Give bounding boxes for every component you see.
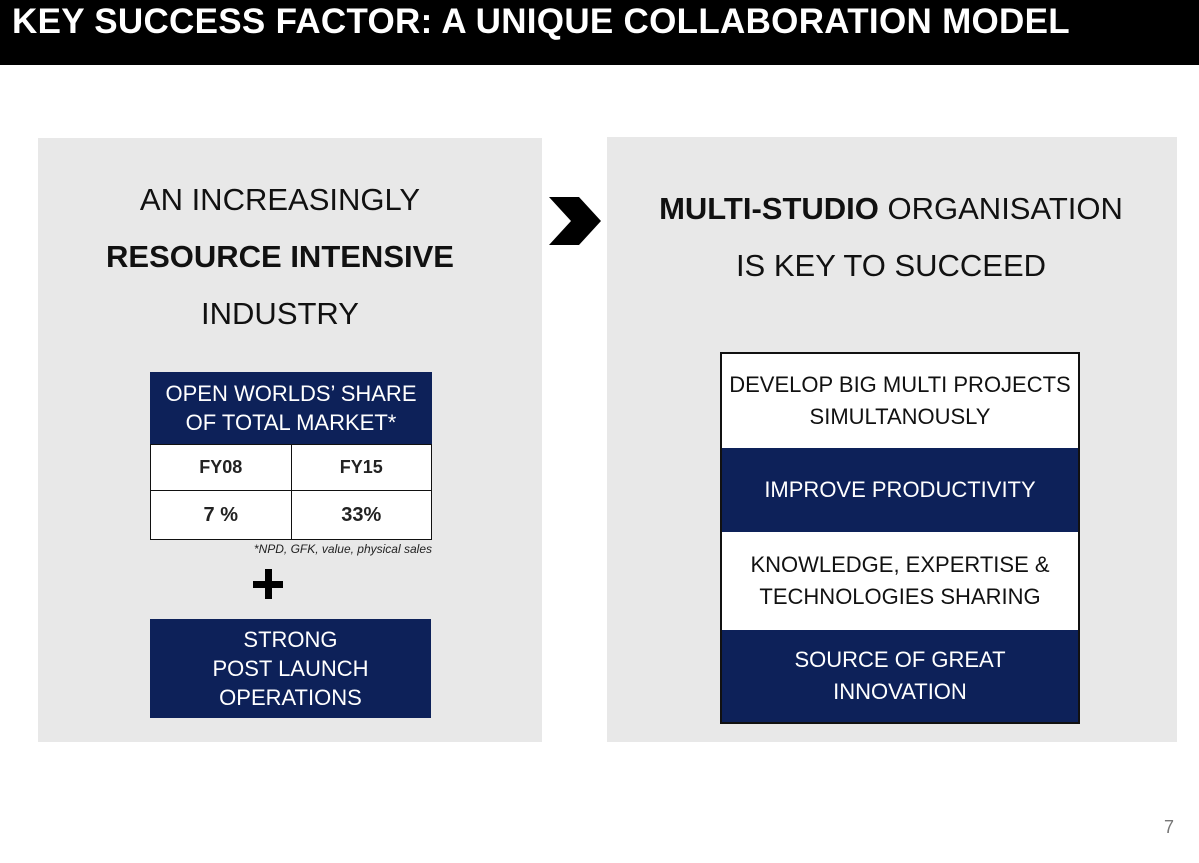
plus-icon: [250, 566, 288, 604]
column-header-fy08: FY08: [150, 444, 292, 491]
table-header-row: FY08 FY15: [150, 444, 432, 491]
benefits-list: DEVELOP BIG MULTI PROJECTS SIMULTANOUSLY…: [720, 352, 1080, 724]
slide-title: KEY SUCCESS FACTOR: A UNIQUE COLLABORATI…: [12, 2, 1070, 41]
left-panel: AN INCREASINGLY RESOURCE INTENSIVE INDUS…: [38, 138, 542, 742]
value-fy08: 7 %: [150, 490, 292, 540]
value-fy15: 33%: [290, 490, 432, 540]
right-heading-line1: MULTI-STUDIO ORGANISATION: [607, 180, 1175, 237]
table-row: 7 % 33%: [150, 490, 432, 540]
left-heading-line2: RESOURCE INTENSIVE: [106, 239, 454, 274]
right-heading-bold: MULTI-STUDIO: [659, 191, 879, 226]
title-bar: KEY SUCCESS FACTOR: A UNIQUE COLLABORATI…: [0, 0, 1199, 65]
list-item-line1: DEVELOP BIG MULTI PROJECTS: [729, 372, 1071, 397]
chevron-right-icon: [549, 197, 601, 245]
list-item-line1: IMPROVE PRODUCTIVITY: [764, 477, 1036, 502]
list-item-line1: SOURCE OF GREAT: [794, 647, 1006, 672]
right-panel: MULTI-STUDIO ORGANISATION IS KEY TO SUCC…: [607, 137, 1177, 742]
list-item-line2: SIMULTANOUSLY: [809, 404, 991, 429]
left-heading-line3: INDUSTRY: [201, 296, 359, 331]
right-heading-rest: ORGANISATION: [878, 191, 1123, 226]
list-item-line2: INNOVATION: [833, 679, 967, 704]
footnote: *NPD, GFK, value, physical sales: [253, 542, 432, 556]
market-share-header-line2: OF TOTAL MARKET*: [185, 410, 397, 435]
page-number: 7: [1163, 817, 1174, 837]
market-share-header: OPEN WORLDS’ SHARE OF TOTAL MARKET*: [150, 372, 432, 444]
strong-box-line2: POST LAUNCH: [212, 656, 369, 681]
left-heading-line1: AN INCREASINGLY: [139, 182, 421, 217]
list-item-line1: KNOWLEDGE, EXPERTISE &: [750, 552, 1050, 577]
list-item-line2: TECHNOLOGIES SHARING: [759, 584, 1041, 609]
list-item: DEVELOP BIG MULTI PROJECTS SIMULTANOUSLY: [722, 354, 1078, 448]
strong-box-line1: STRONG: [243, 627, 338, 652]
right-heading-line2: IS KEY TO SUCCEED: [735, 248, 1047, 283]
post-launch-operations-box: STRONG POST LAUNCH OPERATIONS: [150, 619, 431, 718]
strong-box-line3: OPERATIONS: [219, 685, 362, 710]
market-share-table: OPEN WORLDS’ SHARE OF TOTAL MARKET* FY08…: [150, 372, 432, 540]
list-item: IMPROVE PRODUCTIVITY: [722, 448, 1078, 532]
column-header-fy15: FY15: [290, 444, 432, 491]
list-item: SOURCE OF GREAT INNOVATION: [722, 630, 1078, 722]
list-item: KNOWLEDGE, EXPERTISE & TECHNOLOGIES SHAR…: [722, 532, 1078, 630]
market-share-grid: FY08 FY15 7 % 33%: [150, 444, 432, 540]
market-share-header-line1: OPEN WORLDS’ SHARE: [165, 381, 417, 406]
